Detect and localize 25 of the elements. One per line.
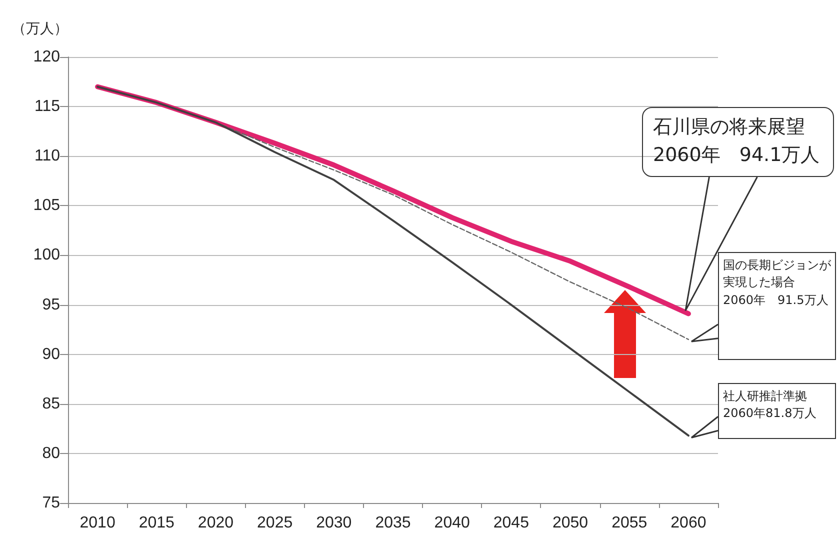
x-tick-label: 2035 <box>375 514 411 532</box>
y-tick-label: 105 <box>33 197 60 214</box>
y-tick-label: 85 <box>42 395 60 412</box>
x-tick-label: 2010 <box>80 514 116 532</box>
text: 国の長期ビジョンが実現した場合 2060年 91.5万人 <box>718 252 836 360</box>
y-tick-label: 80 <box>42 444 60 462</box>
x-tick-label: 2055 <box>612 514 648 532</box>
x-tick-label: 2050 <box>552 514 588 532</box>
annotation: 石川県の将来展望 2060年 94.1万人 <box>642 107 834 177</box>
x-tick-label: 2045 <box>493 514 530 532</box>
x-tick-label: 2060 <box>670 514 706 532</box>
x-tick-label: 2020 <box>198 514 234 532</box>
x-tick-label: 2025 <box>257 514 293 532</box>
y-tick-label: 90 <box>42 346 60 363</box>
y-tick-label: 110 <box>34 148 60 165</box>
x-tick-label: 2040 <box>434 514 470 532</box>
text: 社人研推計準拠 2060年81.8万人 <box>718 383 836 439</box>
y-tick-label: 95 <box>42 296 60 314</box>
y-tick-label: 100 <box>33 246 60 264</box>
y-tick-label: 115 <box>34 98 60 116</box>
y-axis-title: （万人） <box>12 20 68 36</box>
x-tick-label: 2030 <box>316 514 352 532</box>
y-tick-label: 75 <box>42 494 60 512</box>
x-tick-label: 2015 <box>138 514 175 532</box>
y-tick-label: 120 <box>33 48 60 66</box>
